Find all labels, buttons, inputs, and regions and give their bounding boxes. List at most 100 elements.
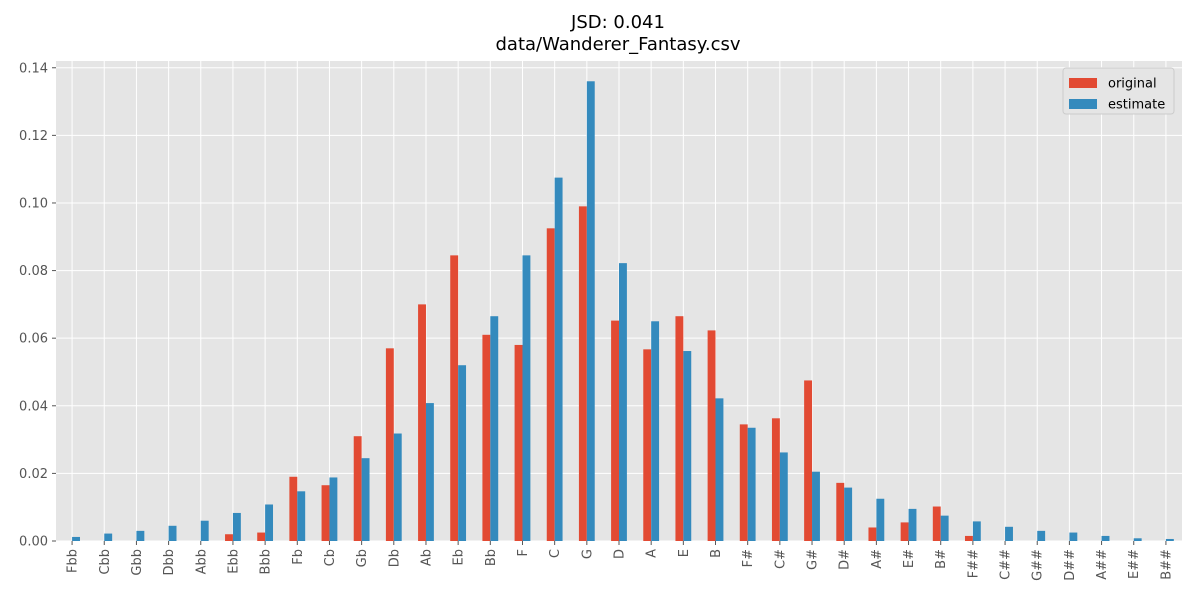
legend-swatch-original: [1069, 78, 1097, 88]
x-tick-label: D: [613, 549, 628, 559]
x-tick-label: B##: [1159, 549, 1174, 580]
bar-estimate: [972, 521, 981, 541]
bar-original: [675, 316, 684, 541]
x-tick-label: Fbb: [66, 549, 81, 573]
bar-original: [418, 304, 426, 541]
bar-estimate: [651, 321, 660, 541]
x-tick-label: Gbb: [130, 549, 145, 576]
bar-original: [804, 380, 813, 541]
bar-original: [611, 320, 619, 541]
y-tick-label: 0.04: [19, 399, 48, 414]
bar-original: [771, 418, 780, 541]
x-tick-label: G#: [806, 549, 821, 570]
x-tick-label: Ebb: [226, 549, 241, 574]
x-tick-label: Bb: [484, 549, 499, 566]
bar-original: [739, 424, 748, 541]
bar-original: [932, 506, 941, 541]
x-tick-label: C: [548, 549, 563, 558]
bar-estimate: [458, 365, 467, 541]
bar-original: [546, 228, 555, 541]
bar-estimate: [908, 508, 917, 541]
bar-estimate: [876, 498, 885, 541]
bar-original: [257, 532, 266, 541]
x-tick-label: A: [645, 549, 660, 558]
bar-estimate: [297, 491, 306, 541]
chart-title: JSD: 0.041: [570, 12, 665, 33]
bar-original: [225, 534, 233, 541]
bar-original: [482, 334, 491, 541]
y-tick-label: 0.14: [19, 61, 48, 76]
bar-estimate: [619, 263, 627, 541]
x-tick-label: Gb: [355, 549, 370, 567]
bar-estimate: [168, 525, 177, 541]
x-tick-label: A#: [870, 549, 885, 569]
legend-label-estimate: estimate: [1108, 98, 1165, 113]
x-tick-label: F: [516, 549, 531, 556]
x-tick-label: D#: [838, 549, 853, 570]
legend: original estimate: [1062, 67, 1175, 115]
x-tick-label: Dbb: [162, 549, 177, 576]
x-tick-label: Bbb: [259, 549, 274, 574]
y-tick-label: 0.08: [19, 264, 48, 279]
bars-group: [72, 81, 1174, 542]
bar-estimate: [747, 427, 756, 541]
bar-estimate: [329, 477, 338, 541]
y-tick-label: 0.00: [19, 535, 48, 550]
y-tick-label: 0.10: [19, 196, 48, 211]
x-tick-label: Fb: [291, 549, 306, 565]
x-tick-label: D##: [1063, 549, 1078, 581]
bar-estimate: [136, 530, 145, 541]
bar-original: [964, 535, 973, 541]
bar-estimate: [1165, 538, 1174, 541]
x-tick-label: F##: [966, 549, 981, 578]
bar-original: [707, 330, 716, 541]
x-tick-label: B#: [934, 549, 949, 569]
bar-estimate: [522, 255, 531, 541]
y-tick-label: 0.12: [19, 129, 48, 144]
bar-estimate: [1005, 526, 1013, 541]
bar-estimate: [779, 452, 788, 541]
x-tick-label: Abb: [194, 549, 209, 574]
bar-estimate: [1069, 532, 1078, 541]
bar-estimate: [812, 471, 820, 541]
bar-original: [321, 485, 330, 541]
chart-subtitle: data/Wanderer_Fantasy.csv: [495, 34, 740, 55]
x-tick-label: F#: [741, 549, 756, 567]
bar-estimate: [683, 351, 692, 541]
bar-estimate: [586, 81, 595, 542]
bar-estimate: [72, 536, 80, 541]
y-axis: 0.00 0.02 0.04 0.06 0.08 0.10 0.12 0.14: [19, 61, 56, 550]
bar-original: [450, 255, 459, 541]
bar-original: [578, 206, 587, 541]
x-tick-label: Cb: [323, 549, 338, 566]
y-tick-label: 0.02: [19, 467, 48, 482]
bar-original: [353, 436, 362, 541]
x-tick-label: Ab: [419, 549, 434, 566]
x-tick-label: E: [677, 549, 692, 557]
bar-original: [900, 522, 909, 541]
x-tick-label: Eb: [452, 549, 467, 565]
x-tick-label: B: [709, 549, 724, 558]
bar-estimate: [104, 533, 113, 541]
bar-estimate: [715, 398, 724, 541]
x-tick-label: Cbb: [98, 549, 113, 575]
bar-estimate: [200, 520, 209, 541]
bar-estimate: [232, 512, 241, 541]
bar-estimate: [1133, 538, 1142, 541]
bar-estimate: [425, 403, 434, 541]
x-tick-label: C##: [999, 549, 1014, 580]
bar-original: [385, 348, 394, 541]
bar-original: [868, 527, 877, 541]
bar-estimate: [361, 458, 370, 541]
x-axis: Fbb Cbb Gbb Dbb Abb Ebb Bbb Fb Cb Gb Db Ab Eb Bb F C G D A…: [66, 541, 1174, 581]
x-tick-label: C#: [773, 549, 788, 569]
bar-estimate: [393, 433, 402, 541]
bar-estimate: [940, 515, 949, 541]
bar-original: [289, 476, 298, 541]
x-tick-label: G: [580, 549, 595, 559]
bar-estimate: [554, 177, 563, 541]
bar-estimate: [265, 504, 274, 541]
bar-estimate: [1037, 530, 1046, 541]
bar-original: [643, 349, 652, 541]
